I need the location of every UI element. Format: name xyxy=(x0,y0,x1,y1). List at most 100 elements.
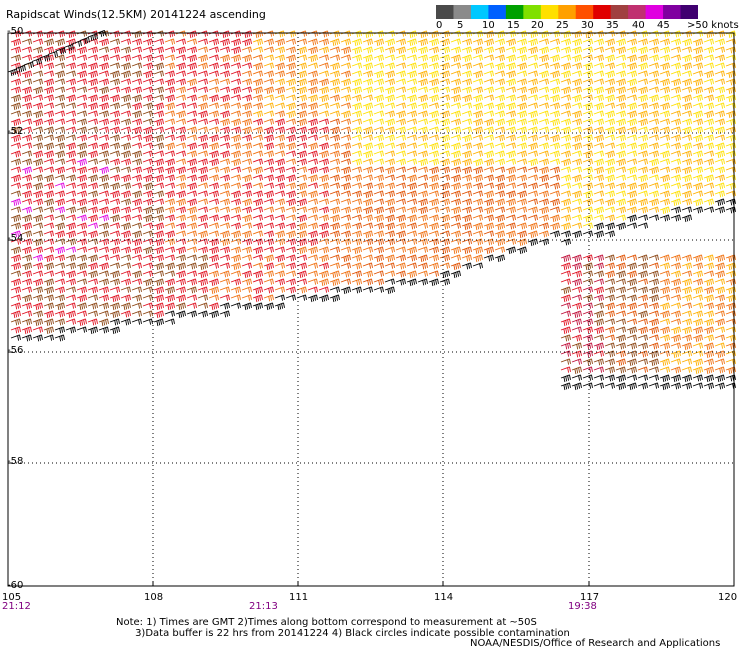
wind-barb xyxy=(318,262,329,270)
wind-barb xyxy=(32,270,43,277)
wind-barb xyxy=(648,254,659,261)
wind-barb xyxy=(714,86,725,94)
wind-barb xyxy=(329,254,340,261)
wind-barb xyxy=(65,206,76,214)
wind-barb xyxy=(142,206,153,215)
wind-barb xyxy=(384,206,395,214)
wind-barb xyxy=(340,86,351,93)
wind-barb xyxy=(32,286,43,294)
wind-barb xyxy=(439,214,450,223)
wind-barb xyxy=(296,78,307,87)
wind-barb xyxy=(175,38,186,45)
wind-barb xyxy=(417,86,428,93)
wind-barb xyxy=(65,150,76,159)
scale-swatch xyxy=(558,5,577,19)
wind-barb xyxy=(516,62,527,71)
wind-barb xyxy=(637,262,648,270)
wind-barb xyxy=(626,182,637,191)
wind-barb xyxy=(54,302,65,311)
wind-barb xyxy=(340,270,351,278)
wind-barb xyxy=(186,270,197,277)
wind-barb xyxy=(351,214,362,221)
wind-barb xyxy=(98,150,109,158)
wind-barb xyxy=(87,150,98,159)
wind-barb xyxy=(274,214,285,221)
wind-barb xyxy=(582,86,593,94)
wind-barb xyxy=(252,294,263,303)
wind-barb xyxy=(549,30,560,38)
wind-barb xyxy=(65,182,76,189)
wind-barb xyxy=(10,86,21,94)
wind-barb xyxy=(714,118,725,126)
wind-barb xyxy=(241,174,252,183)
wind-barb xyxy=(274,70,285,78)
wind-barb xyxy=(670,286,681,294)
wind-barb xyxy=(571,262,582,271)
wind-barb xyxy=(505,78,516,87)
wind-barb xyxy=(527,54,538,61)
wind-barb xyxy=(384,110,395,118)
wind-barb xyxy=(175,230,186,237)
wind-barb xyxy=(714,318,725,327)
wind-barb xyxy=(241,78,252,86)
wind-barb xyxy=(637,318,648,325)
wind-barb xyxy=(274,262,285,269)
longitude-label: 111 xyxy=(289,592,309,603)
wind-barb xyxy=(43,206,54,213)
wind-barb xyxy=(714,326,725,333)
wind-barb xyxy=(417,158,428,167)
wind-barb xyxy=(604,70,615,79)
wind-barb xyxy=(54,38,65,47)
wind-barb xyxy=(461,158,472,167)
wind-barb xyxy=(384,214,395,223)
wind-barb xyxy=(142,278,153,287)
wind-barb xyxy=(87,78,98,87)
wind-barb xyxy=(637,190,648,197)
wind-barb xyxy=(230,182,241,189)
wind-barb xyxy=(329,38,340,47)
wind-barb xyxy=(318,246,329,254)
wind-barb xyxy=(109,182,120,191)
wind-barb xyxy=(703,310,714,318)
wind-barb xyxy=(560,46,571,54)
wind-barb xyxy=(428,246,439,254)
wind-barb xyxy=(593,46,604,53)
wind-barb xyxy=(373,110,384,117)
wind-barb xyxy=(703,342,714,351)
wind-barb xyxy=(659,174,670,183)
wind-barb xyxy=(406,54,417,61)
wind-barb xyxy=(274,286,285,293)
wind-barb xyxy=(329,54,340,61)
wind-barb xyxy=(329,94,340,102)
wind-barb xyxy=(571,166,582,173)
wind-barb xyxy=(208,174,219,182)
wind-barb xyxy=(373,150,384,157)
wind-barb xyxy=(615,174,626,181)
wind-barb xyxy=(395,78,406,85)
wind-barb xyxy=(406,174,417,183)
wind-barb xyxy=(560,326,571,335)
wind-barb xyxy=(230,62,241,69)
wind-barb xyxy=(120,278,131,286)
wind-barb xyxy=(98,158,109,165)
wind-barb xyxy=(131,54,142,61)
wind-barb xyxy=(21,294,32,303)
wind-barb xyxy=(153,166,164,174)
wind-barb xyxy=(362,278,373,286)
wind-barb xyxy=(527,70,538,77)
wind-barb xyxy=(54,46,65,54)
wind-barb xyxy=(615,30,626,38)
wind-barb xyxy=(538,206,549,215)
wind-barb xyxy=(659,110,670,118)
wind-barb xyxy=(230,278,241,286)
wind-barb xyxy=(98,78,109,86)
wind-barb xyxy=(560,230,571,238)
wind-barb xyxy=(450,182,461,191)
wind-barb xyxy=(285,230,296,239)
scale-label: 15 xyxy=(507,20,520,31)
wind-barb xyxy=(494,182,505,191)
wind-barb xyxy=(439,174,450,181)
wind-barb xyxy=(54,326,65,334)
wind-barb xyxy=(725,334,736,342)
wind-barb xyxy=(21,126,32,133)
